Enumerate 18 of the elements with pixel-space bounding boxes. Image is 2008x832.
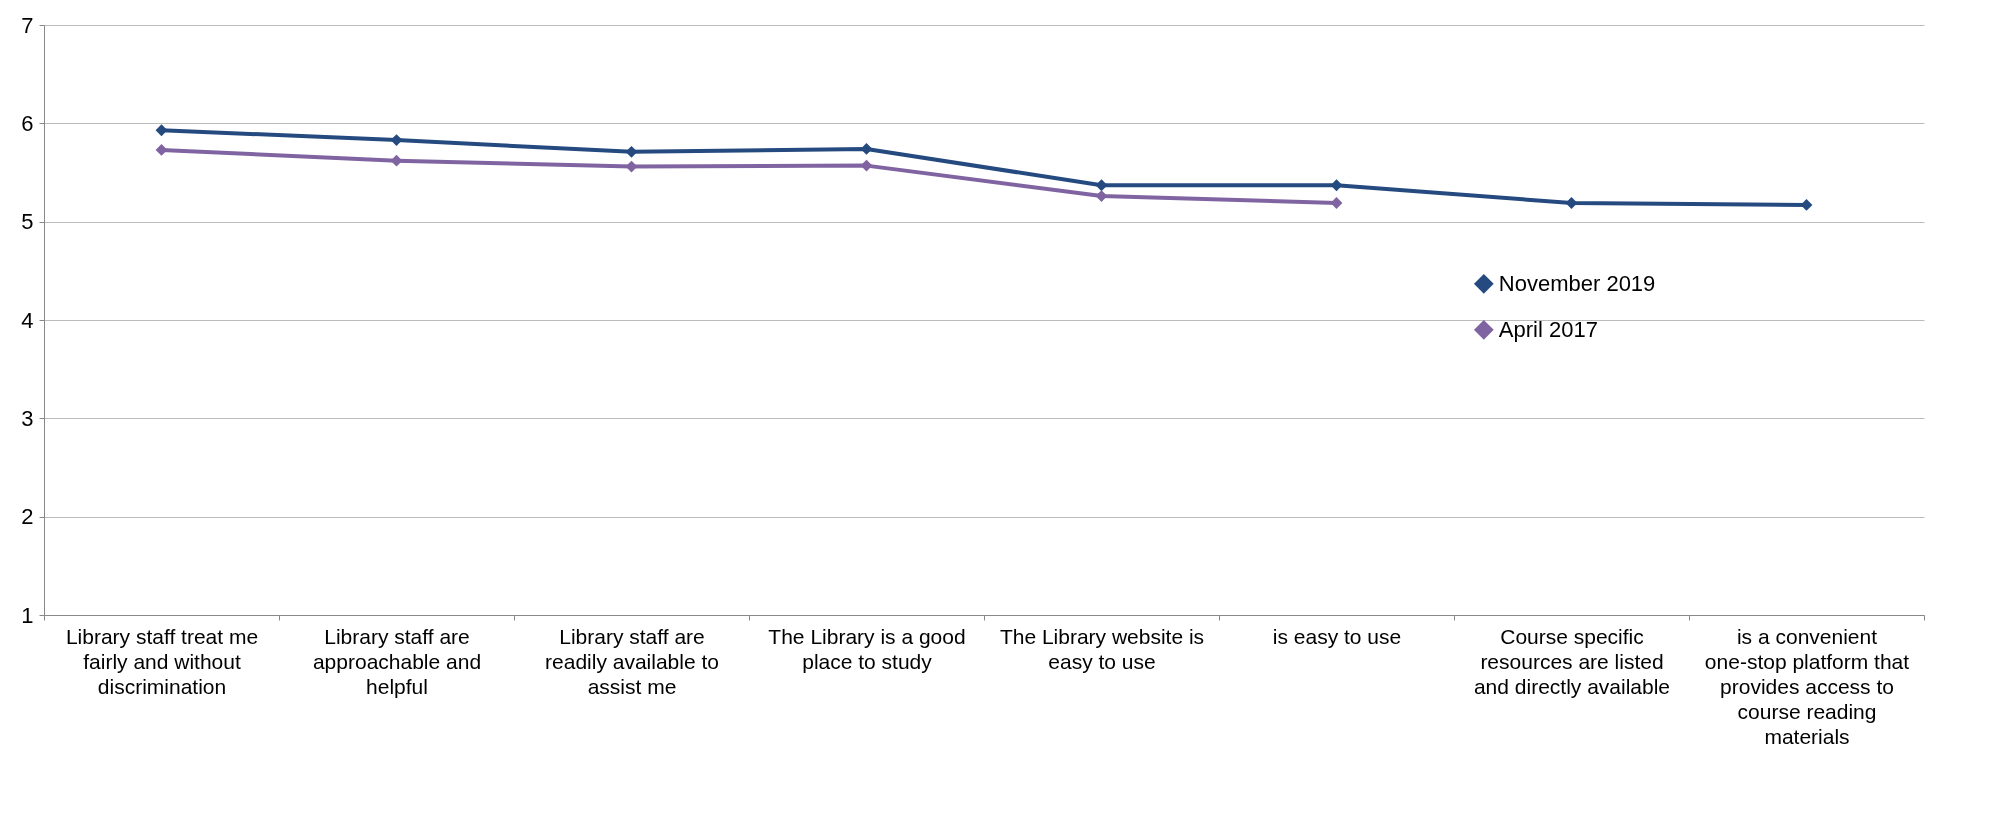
x-tick-label: Library staff are approachable and helpful: [312, 624, 482, 698]
x-tick-label: The Library website is easy to use: [999, 624, 1205, 673]
x-tick-label: Course specific resources are listed and directly available: [1473, 624, 1671, 698]
point: [1565, 197, 1578, 209]
x-tick-label: Library staff treat me fairly and without discrimination: [65, 624, 259, 698]
legend-label: November 2019: [1498, 270, 1656, 296]
legend-label: April 2017: [1498, 316, 1598, 342]
y-tick-label: 3: [21, 405, 34, 431]
y-tick-label: 4: [21, 307, 34, 333]
x-tick-label: is a convenient one-stop platform that provides access to course reading materials: [1704, 624, 1910, 748]
y-tick-label: 2: [21, 504, 34, 530]
y-tick-label: 6: [21, 110, 34, 136]
y-tick-label: 5: [21, 209, 34, 235]
x-tick-label: The Library is a good place to study: [768, 624, 966, 673]
x-tick-label: is easy to use: [1272, 624, 1402, 648]
y-tick-label: 1: [21, 602, 34, 628]
y-tick-label: 7: [21, 12, 34, 38]
x-tick-label: Library staff are readily available to assist me: [545, 624, 719, 698]
